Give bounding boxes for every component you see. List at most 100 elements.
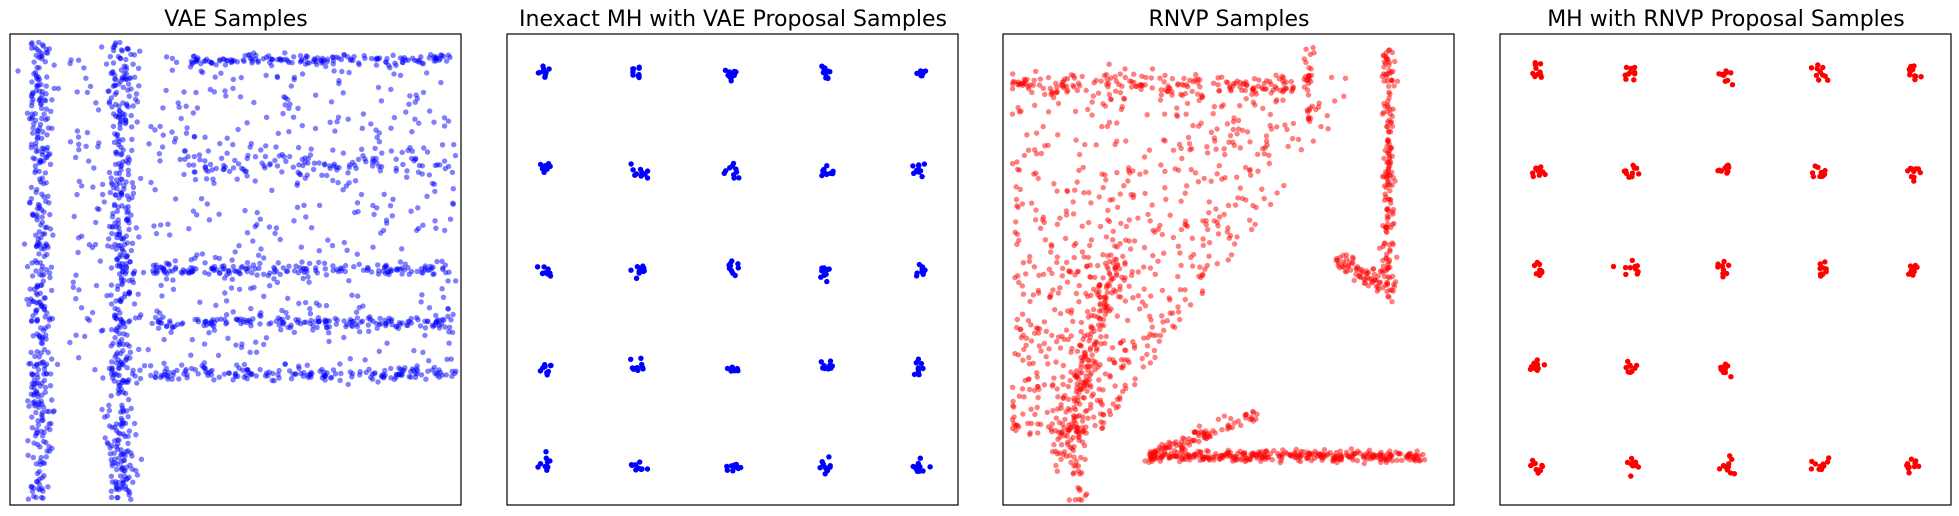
data-point [28, 141, 35, 147]
data-point [1057, 215, 1063, 221]
data-point [78, 305, 85, 311]
data-point [358, 191, 365, 198]
data-point [1178, 444, 1184, 450]
data-point [141, 363, 148, 369]
data-point [213, 302, 219, 308]
data-point [413, 315, 420, 321]
data-point [818, 359, 824, 365]
data-point [431, 119, 437, 125]
data-point [1150, 454, 1156, 460]
data-point [1911, 178, 1917, 184]
data-point [375, 379, 381, 385]
data-point [1203, 218, 1209, 224]
data-point [1279, 451, 1285, 457]
data-point [1912, 76, 1918, 83]
data-point [436, 367, 442, 373]
data-point [48, 108, 54, 115]
data-point [1216, 88, 1222, 94]
data-point [399, 372, 405, 378]
data-point [120, 457, 127, 464]
data-point [254, 209, 260, 216]
data-point [216, 270, 223, 276]
data-point [1041, 340, 1047, 347]
data-point [1267, 201, 1274, 208]
data-point [28, 349, 34, 356]
data-point [378, 230, 384, 236]
data-point [1040, 123, 1046, 130]
data-point [247, 349, 253, 355]
data-point [332, 128, 338, 134]
data-point [1135, 293, 1141, 299]
data-point [1051, 375, 1057, 381]
data-point [341, 334, 347, 341]
data-point [1057, 285, 1063, 291]
data-point [1128, 84, 1135, 90]
data-point [1631, 77, 1637, 83]
data-point [1813, 72, 1820, 79]
data-point [1036, 343, 1043, 349]
data-point [727, 74, 733, 80]
data-point [112, 305, 118, 312]
data-point [1029, 200, 1035, 206]
data-point [1162, 185, 1168, 191]
data-point [330, 263, 336, 269]
data-point [230, 263, 236, 270]
data-point [1276, 76, 1282, 82]
data-point [297, 53, 304, 59]
data-point [108, 175, 114, 181]
data-point [331, 68, 337, 74]
data-point [1389, 169, 1395, 176]
data-point [304, 362, 310, 368]
data-point [1100, 184, 1106, 191]
data-point [106, 99, 113, 105]
data-point [103, 61, 110, 67]
data-point [249, 58, 255, 64]
data-point [35, 404, 42, 411]
data-point [1818, 169, 1824, 176]
data-point [1318, 123, 1324, 130]
data-point [153, 370, 159, 376]
data-point [1383, 255, 1390, 261]
data-point [1354, 458, 1360, 464]
data-point [424, 193, 430, 199]
data-point [269, 56, 276, 63]
data-point [1098, 78, 1104, 84]
data-point [1135, 215, 1141, 221]
data-point [111, 450, 117, 456]
data-point [542, 74, 548, 80]
data-point [823, 75, 829, 81]
data-point [1357, 273, 1363, 280]
panel-title: VAE Samples [164, 7, 308, 32]
data-point [1053, 448, 1059, 454]
data-point [1069, 345, 1075, 352]
data-point [1200, 271, 1206, 277]
data-point [127, 349, 134, 355]
data-point [1221, 146, 1227, 152]
data-point [920, 468, 926, 474]
data-point [1629, 170, 1636, 176]
data-point [406, 374, 412, 380]
data-point [316, 202, 323, 208]
data-point [188, 257, 194, 263]
data-point [1158, 92, 1164, 98]
data-point [1075, 428, 1081, 434]
data-point [39, 214, 45, 220]
data-point [75, 235, 82, 241]
data-point [1113, 88, 1119, 94]
data-point [271, 269, 278, 275]
data-point [412, 57, 418, 64]
data-point [340, 187, 346, 193]
data-point [433, 318, 440, 325]
data-point [919, 173, 925, 180]
data-point [1020, 291, 1027, 297]
data-point [826, 454, 832, 460]
data-point [1127, 78, 1133, 84]
data-point [229, 257, 235, 263]
data-point [25, 398, 31, 404]
data-point [916, 372, 922, 378]
data-point [28, 184, 35, 191]
data-point [434, 258, 440, 265]
data-point [1114, 261, 1121, 268]
data-point [400, 161, 406, 168]
data-point [335, 268, 342, 275]
